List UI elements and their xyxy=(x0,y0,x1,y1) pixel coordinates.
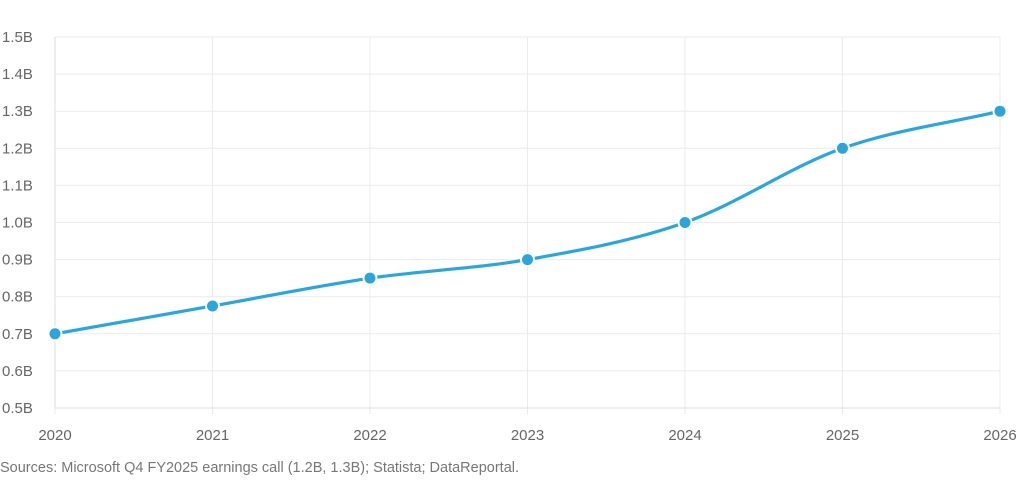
x-tick-label: 2022 xyxy=(353,427,386,444)
x-tick-label: 2026 xyxy=(983,427,1016,444)
y-tick-label: 0.8B xyxy=(2,289,33,306)
y-tick-label: 1.3B xyxy=(2,103,33,120)
x-tick-label: 2024 xyxy=(668,427,701,444)
series-group xyxy=(47,103,1008,342)
data-point[interactable] xyxy=(835,140,850,156)
y-tick-label: 1.5B xyxy=(2,29,33,46)
data-point[interactable] xyxy=(677,215,693,230)
y-axis-tick-labels: 1.5B 1.4B 1.3B 1.2B 1.1B 1.0B 0.9B 0.8B 0.7B 0.6B… xyxy=(2,29,33,417)
data-point[interactable] xyxy=(47,326,63,342)
x-gridlines xyxy=(54,37,1001,414)
y-tick-label: 0.5B xyxy=(2,400,33,417)
data-point[interactable] xyxy=(992,103,1008,119)
data-point[interactable] xyxy=(520,252,535,268)
y-tick-label: 1.4B xyxy=(2,66,33,83)
x-tick-label: 2025 xyxy=(826,427,859,444)
data-point[interactable] xyxy=(205,298,220,314)
y-tick-label: 1.0B xyxy=(2,215,33,232)
y-tick-label: 0.9B xyxy=(2,252,33,269)
data-point[interactable] xyxy=(362,270,378,286)
line-chart: 1.5B 1.4B 1.3B 1.2B 1.1B 1.0B 0.9B 0.8B 0.7B 0.6B… xyxy=(2,29,1017,444)
x-tick-label: 2020 xyxy=(38,427,71,444)
y-tick-label: 1.2B xyxy=(2,140,33,157)
x-tick-label: 2021 xyxy=(196,427,229,444)
axes xyxy=(54,37,1000,409)
x-axis-tick-labels: 2020 2021 2022 2023 2024 2025 2026 xyxy=(38,427,1016,444)
y-tick-label: 0.7B xyxy=(2,326,33,343)
x-tick-label: 2023 xyxy=(511,427,544,444)
y-tick-label: 0.6B xyxy=(2,363,33,380)
source-note: Sources: Microsoft Q4 FY2025 earnings ca… xyxy=(0,460,520,476)
y-tick-label: 1.1B xyxy=(2,177,33,194)
